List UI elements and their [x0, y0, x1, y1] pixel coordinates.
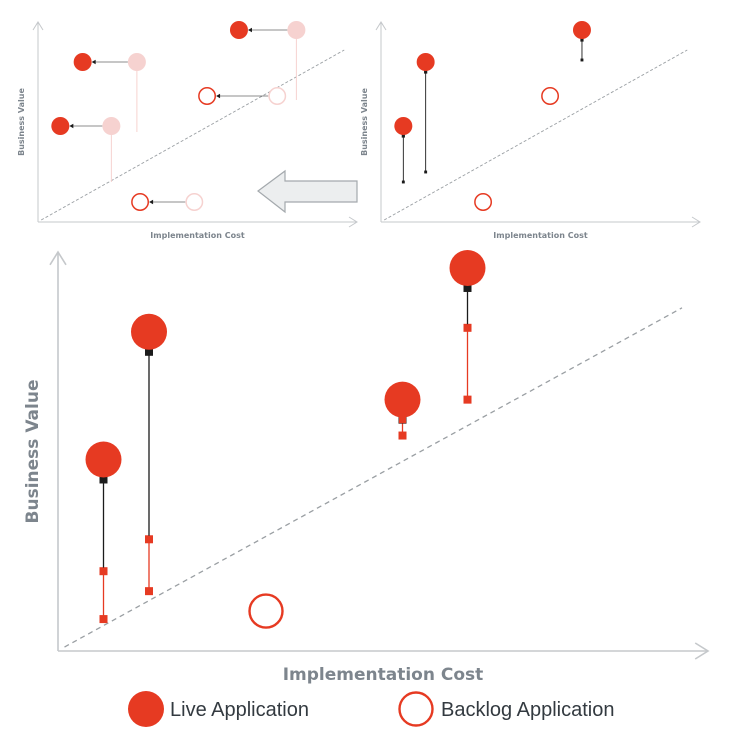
- live-application-point: [449, 249, 486, 286]
- x-axis-arrowhead: [691, 216, 701, 228]
- legend: Live Application Backlog Application: [128, 691, 614, 727]
- value-marker: [580, 38, 584, 42]
- move-arrowhead: [69, 123, 74, 129]
- origin-marker: [398, 415, 407, 424]
- live-application-prior-point: [287, 21, 306, 39]
- panel-main-scatter: Implementation Cost Business Value: [23, 249, 710, 685]
- live-application-point: [384, 381, 421, 418]
- backlog-application-point: [541, 87, 560, 105]
- diagonal-reference-line: [383, 49, 688, 221]
- live-application-point: [229, 21, 248, 39]
- live-application-point: [394, 117, 413, 135]
- move-arrowhead: [247, 27, 252, 33]
- live-application-point: [416, 53, 435, 71]
- live-application-point: [51, 117, 70, 135]
- panel-after-scatter: Implementation Cost Business Value: [360, 21, 701, 240]
- legend-live-marker: [128, 691, 164, 727]
- backlog-application-point: [248, 593, 284, 629]
- live-application-prior-point: [102, 117, 121, 135]
- origin-marker: [401, 180, 405, 184]
- x-axis-arrowhead: [694, 642, 710, 660]
- baseline-marker: [398, 431, 407, 440]
- move-arrowhead: [149, 199, 154, 205]
- y-axis-title: Business Value: [23, 380, 43, 524]
- backlog-application-point: [131, 193, 150, 211]
- value-marker: [424, 70, 428, 74]
- origin-marker: [580, 58, 584, 62]
- move-arrowhead: [216, 93, 221, 99]
- backlog-application-point: [198, 87, 217, 105]
- y-axis-arrowhead: [32, 21, 44, 31]
- value-marker: [145, 347, 153, 356]
- value-marker: [463, 283, 472, 292]
- origin-marker: [145, 535, 153, 543]
- value-marker: [401, 134, 405, 138]
- origin-marker: [463, 324, 472, 332]
- y-axis-title: Business Value: [17, 88, 26, 156]
- legend-live-label: Live Application: [170, 699, 309, 721]
- x-axis-title: Implementation Cost: [283, 665, 484, 685]
- backlog-application-prior-point: [185, 193, 204, 211]
- backlog-application-prior-point: [268, 87, 287, 105]
- left-arrow-icon: [257, 169, 358, 214]
- panel-before-scatter: Implementation Cost Business Value: [17, 21, 358, 240]
- origin-marker: [99, 567, 108, 575]
- baseline-marker: [145, 587, 153, 596]
- live-application-point: [572, 21, 591, 39]
- value-marker: [99, 475, 108, 484]
- diagonal-reference-line: [40, 49, 345, 221]
- legend-backlog-marker: [398, 691, 434, 727]
- baseline-marker: [99, 615, 108, 624]
- legend-backlog-label: Backlog Application: [441, 699, 614, 721]
- arrow-shape: [257, 169, 358, 214]
- x-axis-arrowhead: [348, 216, 358, 228]
- x-axis-title: Implementation Cost: [493, 231, 588, 240]
- y-axis-arrowhead: [49, 250, 67, 266]
- x-axis-title: Implementation Cost: [150, 231, 245, 240]
- live-application-point: [85, 441, 122, 478]
- origin-marker: [424, 170, 428, 174]
- y-axis-arrowhead: [375, 21, 387, 31]
- y-axis-title: Business Value: [360, 88, 369, 156]
- live-application-point: [131, 313, 167, 350]
- diagonal-reference-line: [64, 307, 683, 648]
- baseline-marker: [463, 395, 472, 404]
- move-arrowhead: [91, 59, 96, 65]
- live-application-prior-point: [127, 53, 146, 71]
- live-application-point: [73, 53, 92, 71]
- backlog-application-point: [474, 193, 493, 211]
